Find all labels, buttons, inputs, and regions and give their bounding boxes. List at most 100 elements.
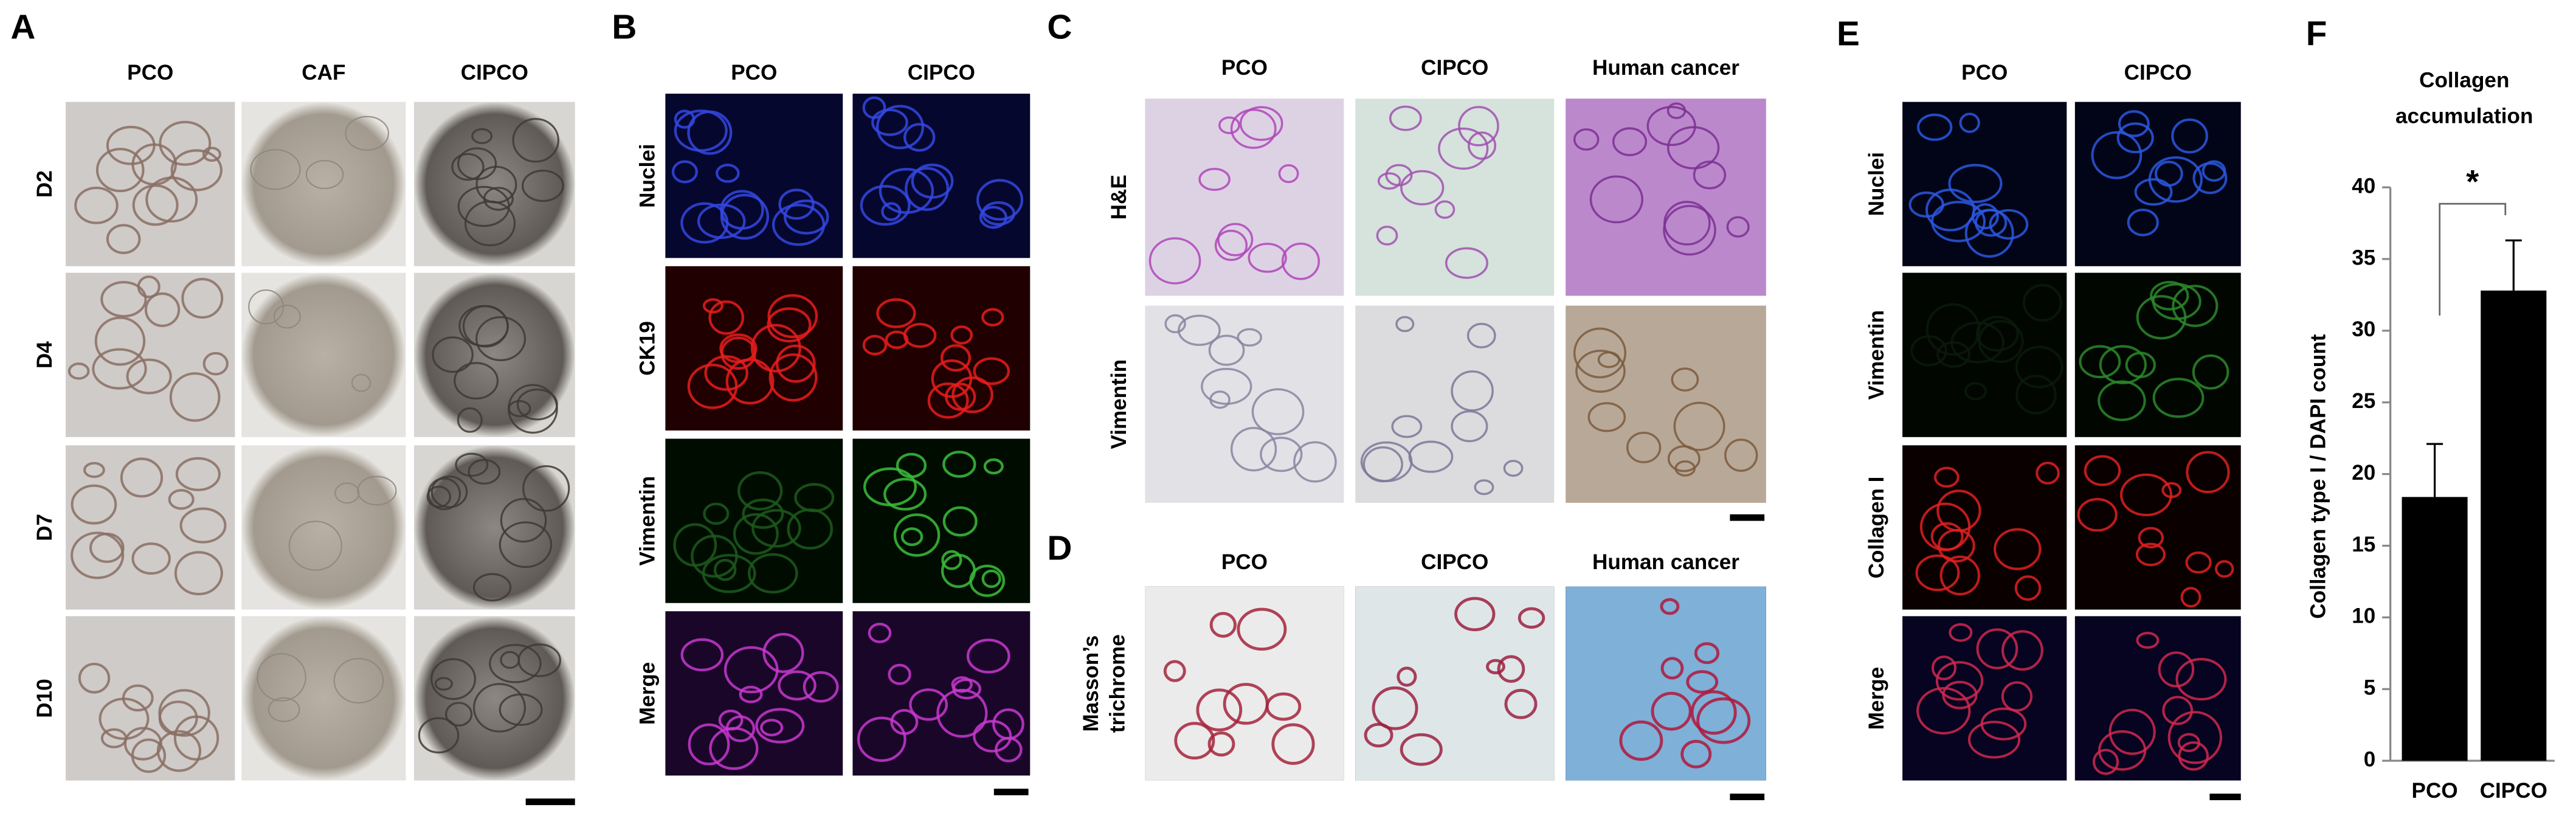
texture — [778, 188, 815, 220]
texture — [778, 670, 817, 701]
texture — [857, 716, 906, 762]
texture — [71, 531, 125, 579]
micrograph — [66, 272, 235, 437]
panel-label: C — [1047, 9, 1072, 47]
micrograph — [413, 445, 575, 610]
texture — [257, 653, 306, 702]
texture — [126, 358, 172, 395]
texture — [1395, 316, 1415, 333]
image-bg — [413, 272, 575, 437]
texture — [1646, 106, 1696, 147]
texture — [1486, 659, 1505, 675]
texture — [1974, 209, 2008, 237]
y-tick-label: 25 — [2352, 389, 2375, 413]
image-bg — [1566, 99, 1766, 296]
texture — [1933, 466, 1960, 488]
texture — [1451, 410, 1488, 443]
texture — [671, 160, 698, 184]
texture — [2001, 681, 2033, 712]
texture — [767, 307, 812, 343]
texture — [1936, 341, 1971, 368]
texture — [2215, 560, 2234, 578]
panel-label: D — [1047, 529, 1072, 567]
texture — [1217, 223, 1254, 257]
texture — [1209, 390, 1231, 409]
texture — [883, 477, 927, 511]
texture — [1660, 657, 1684, 680]
row-label: CK19 — [636, 321, 660, 376]
texture — [760, 719, 784, 737]
texture — [1207, 731, 1235, 757]
image-bg — [241, 445, 406, 610]
texture — [2015, 345, 2063, 389]
texture — [704, 355, 748, 391]
image-bg — [241, 616, 406, 781]
panel-label: F — [2306, 15, 2327, 53]
texture — [334, 482, 360, 504]
texture — [457, 407, 483, 433]
texture — [976, 179, 1024, 221]
texture — [457, 185, 510, 227]
micrograph — [665, 438, 843, 603]
column-header: Human cancer — [1592, 56, 1739, 80]
panel-label: B — [612, 9, 637, 47]
texture — [1391, 415, 1423, 438]
texture — [1364, 722, 1393, 748]
texture — [1626, 432, 1662, 463]
micrograph — [241, 445, 406, 610]
texture — [1651, 691, 1692, 731]
texture — [1237, 607, 1287, 651]
texture — [1445, 247, 1488, 279]
texture — [1589, 175, 1643, 224]
texture — [973, 357, 1010, 386]
texture — [2108, 708, 2156, 755]
texture — [2099, 345, 2147, 384]
texture — [137, 275, 161, 299]
texture — [288, 520, 343, 571]
micrograph — [665, 94, 843, 258]
texture — [1174, 722, 1215, 760]
texture — [1671, 367, 1699, 392]
texture — [1948, 164, 2003, 204]
micrograph — [1566, 586, 1766, 781]
image-bg — [1902, 616, 2067, 781]
texture — [755, 708, 805, 744]
texture — [472, 573, 512, 602]
texture — [1218, 116, 1240, 134]
texture — [2014, 575, 2042, 601]
image-bg — [1902, 445, 2067, 610]
row-label: Vimentin — [1865, 310, 1888, 400]
texture — [2015, 375, 2057, 415]
y-tick-label: 35 — [2352, 246, 2375, 269]
texture — [1660, 598, 1680, 615]
texture — [1994, 528, 2042, 570]
micrograph — [1145, 586, 1344, 781]
texture — [1915, 554, 1960, 592]
micrograph — [2074, 272, 2241, 437]
texture — [67, 362, 90, 380]
texture — [1667, 126, 1720, 170]
texture — [1281, 242, 1320, 280]
texture — [674, 109, 696, 129]
texture — [900, 527, 924, 547]
texture — [2192, 162, 2228, 195]
image-bg — [241, 272, 406, 437]
texture — [875, 105, 925, 150]
texture — [1230, 108, 1277, 149]
texture — [454, 362, 499, 400]
x-tick-label: PCO — [2412, 779, 2458, 803]
texture — [432, 336, 474, 373]
texture — [747, 553, 798, 594]
column-header: PCO — [1221, 550, 1268, 574]
texture — [909, 688, 948, 721]
texture — [680, 638, 724, 672]
y-tick-label: 40 — [2352, 174, 2375, 198]
texture — [1989, 209, 2029, 240]
texture — [500, 651, 520, 669]
texture — [750, 323, 801, 373]
texture — [871, 108, 908, 136]
texture — [1239, 106, 1283, 141]
texture — [1964, 382, 1987, 401]
